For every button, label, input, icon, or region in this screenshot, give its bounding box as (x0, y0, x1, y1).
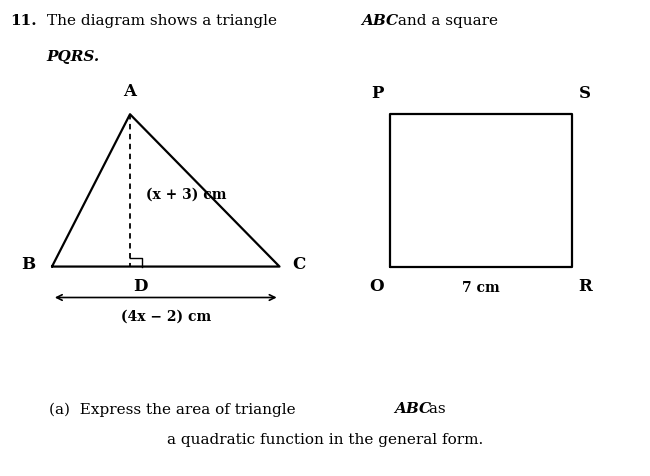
Text: C: C (292, 256, 306, 273)
Text: R: R (578, 278, 592, 296)
Text: and a square: and a square (393, 14, 499, 28)
Text: O: O (369, 278, 384, 296)
Text: a quadratic function in the general form.: a quadratic function in the general form… (167, 433, 483, 447)
Text: ABC: ABC (361, 14, 398, 28)
Text: B: B (21, 256, 36, 273)
Text: (a)  Express the area of triangle: (a) Express the area of triangle (49, 402, 300, 416)
Text: P: P (371, 85, 384, 102)
Text: The diagram shows a triangle: The diagram shows a triangle (47, 14, 281, 28)
Text: S: S (578, 85, 590, 102)
Text: as: as (424, 402, 445, 416)
Text: 11.: 11. (10, 14, 36, 28)
Text: PQRS.: PQRS. (47, 50, 100, 64)
Text: (4x − 2) cm: (4x − 2) cm (121, 309, 211, 323)
Text: ABC: ABC (395, 402, 432, 416)
Text: 7 cm: 7 cm (462, 281, 500, 295)
Text: (x + 3) cm: (x + 3) cm (146, 188, 227, 202)
Text: D: D (133, 278, 148, 296)
Text: A: A (124, 83, 136, 100)
